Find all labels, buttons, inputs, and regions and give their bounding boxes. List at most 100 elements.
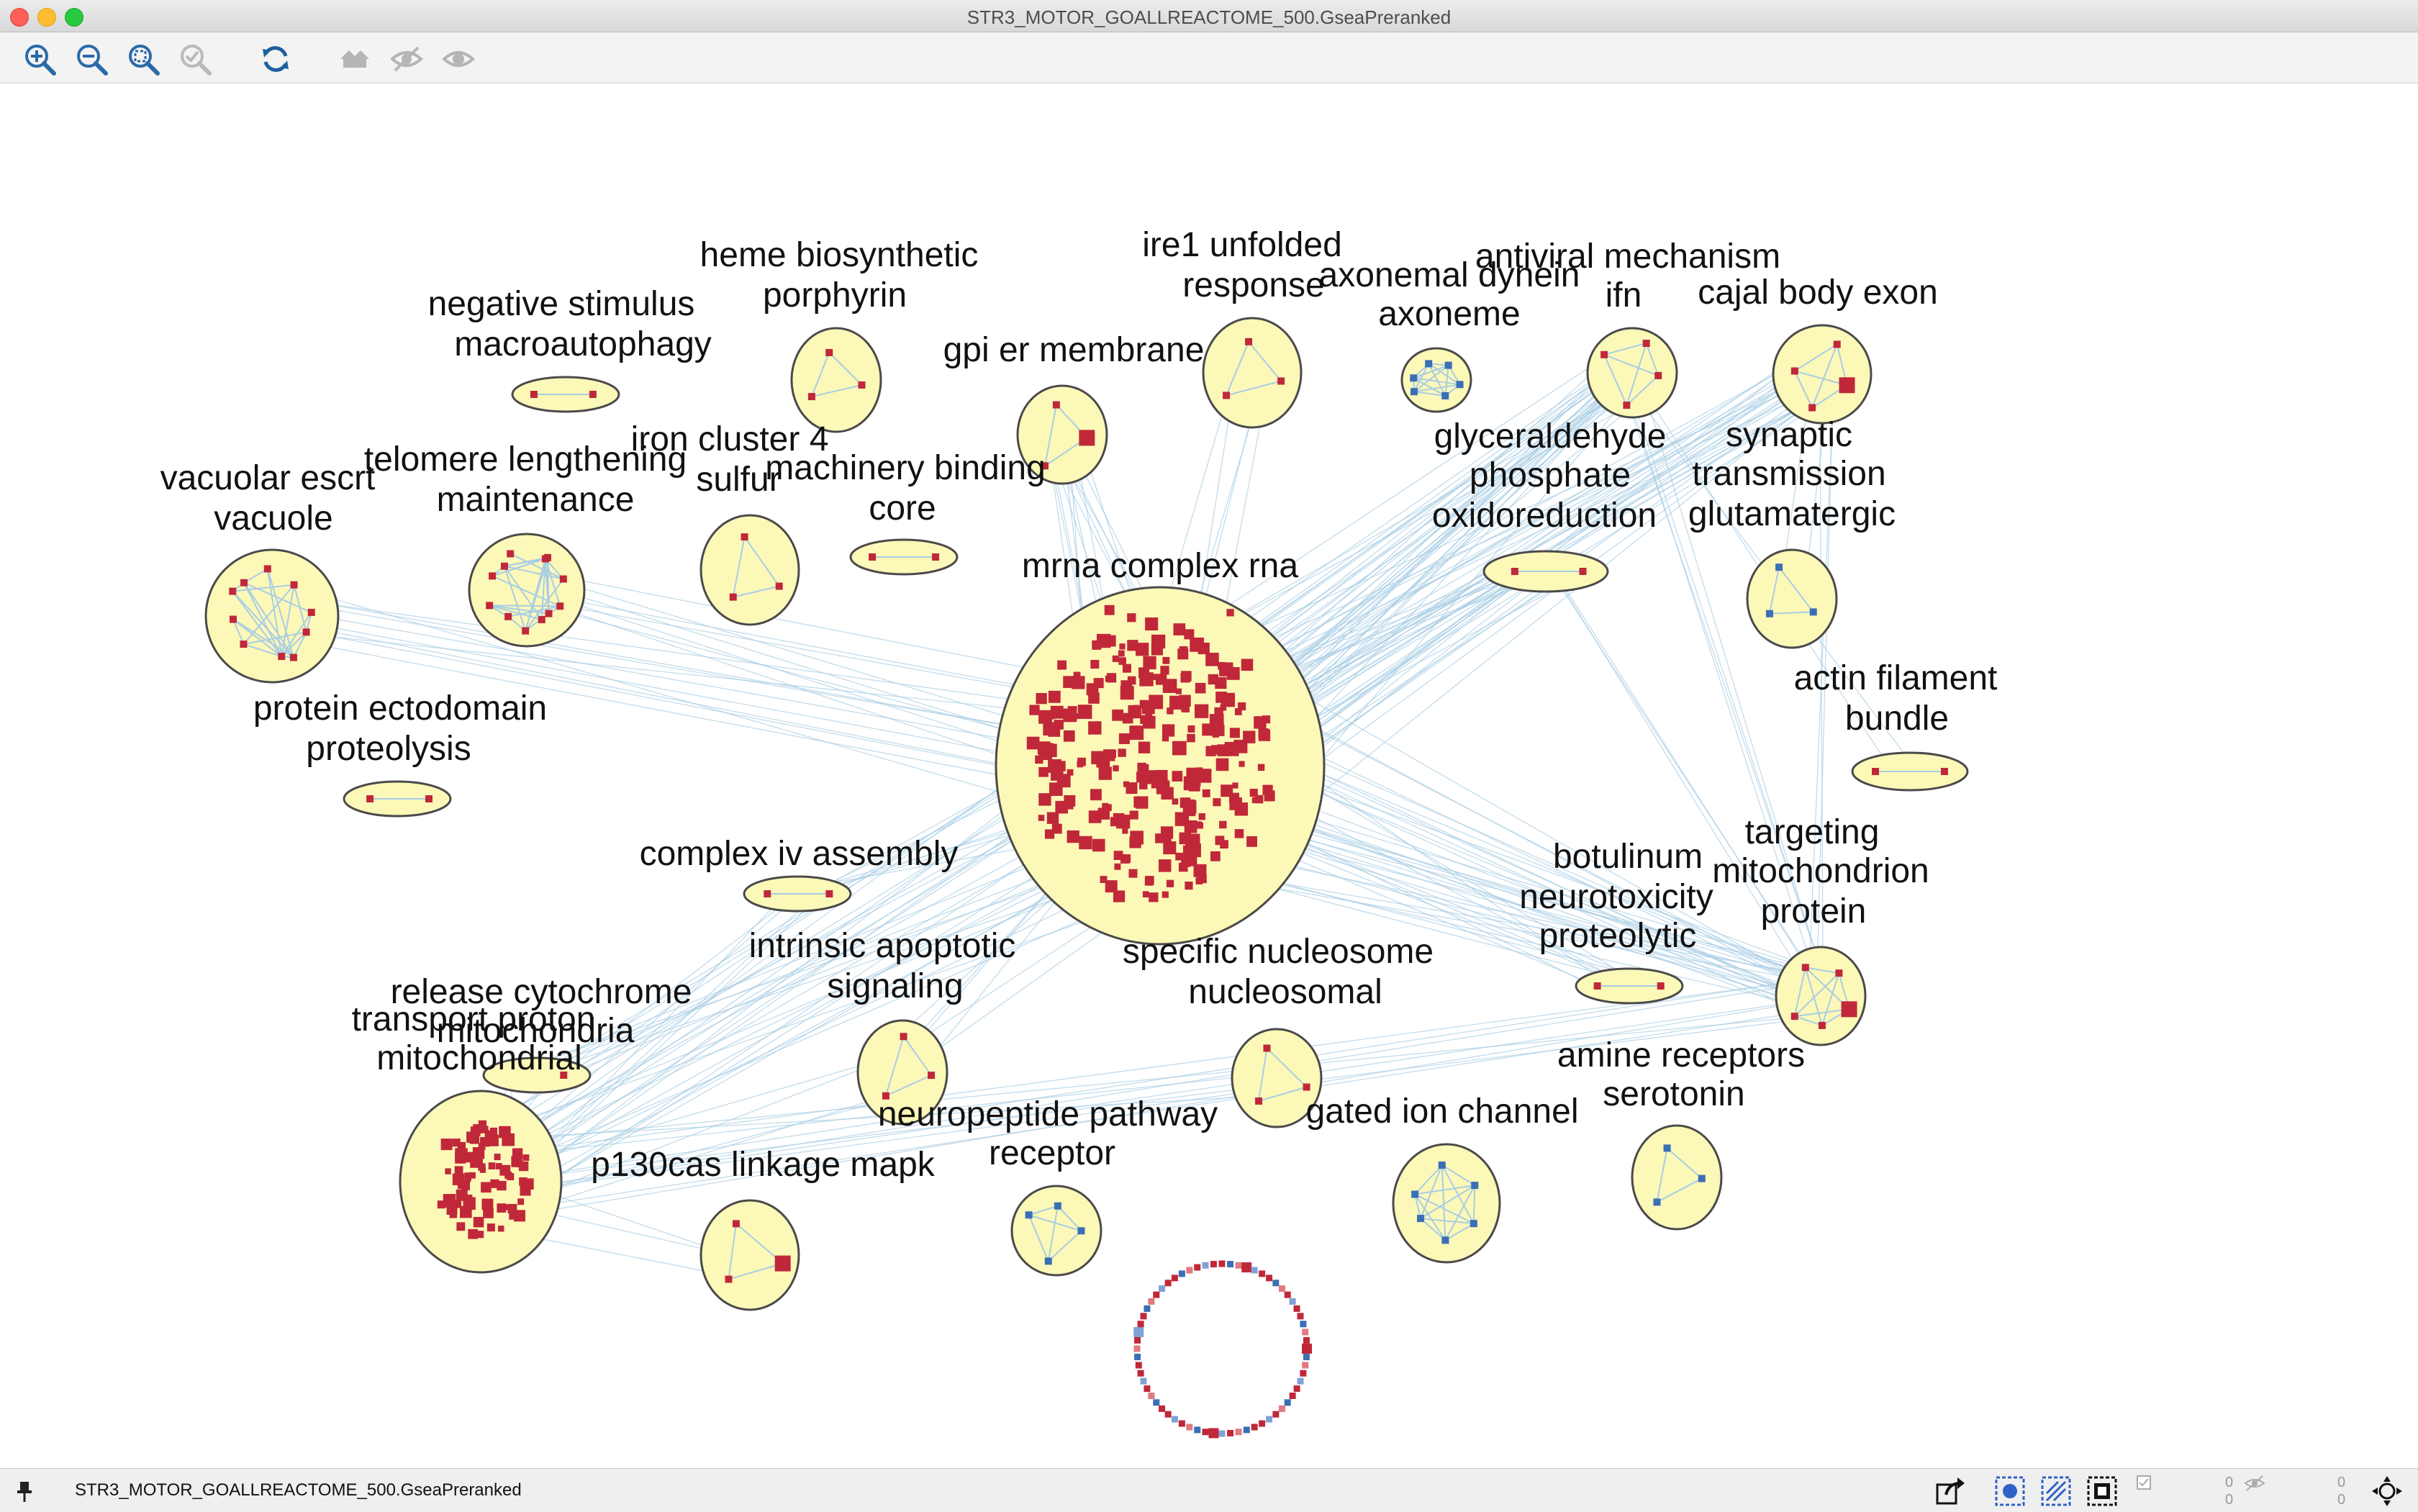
cluster-label[interactable]: core: [869, 489, 936, 528]
navigate-icon[interactable]: [2371, 1475, 2404, 1508]
cluster-label[interactable]: targeting: [1745, 813, 1880, 851]
pin-icon[interactable]: [12, 1475, 37, 1508]
unclustered-node[interactable]: [1218, 1430, 1226, 1437]
close-window-button[interactable]: [10, 8, 29, 27]
unclustered-node[interactable]: [1300, 1370, 1307, 1377]
cluster-label[interactable]: telomere lengthening: [364, 440, 687, 479]
cluster-label[interactable]: complex iv assembly: [640, 835, 959, 873]
cluster-label[interactable]: oxidoreduction: [1432, 497, 1657, 535]
unclustered-node[interactable]: [1293, 1385, 1300, 1393]
unclustered-node[interactable]: [1278, 1405, 1285, 1412]
cluster-label[interactable]: cajal body exon: [1698, 273, 1938, 312]
cluster-label[interactable]: mitochondrial: [376, 1039, 581, 1077]
unclustered-node[interactable]: [1210, 1261, 1217, 1268]
unclustered-node[interactable]: [1241, 1262, 1252, 1273]
unclustered-node[interactable]: [1133, 1326, 1144, 1337]
refresh-button[interactable]: [256, 40, 295, 78]
unclustered-node[interactable]: [1303, 1354, 1310, 1361]
zoom-selected-button[interactable]: [176, 40, 214, 78]
unclustered-node[interactable]: [1284, 1399, 1291, 1406]
unclustered-node[interactable]: [1144, 1305, 1151, 1312]
unclustered-node[interactable]: [1297, 1313, 1304, 1320]
zoom-out-button[interactable]: [72, 40, 111, 78]
unclustered-node[interactable]: [1135, 1362, 1142, 1369]
unclustered-node[interactable]: [1148, 1393, 1155, 1400]
unclustered-node[interactable]: [1134, 1354, 1141, 1361]
unclustered-node[interactable]: [1302, 1344, 1312, 1354]
cluster-gpi[interactable]: [1016, 384, 1108, 485]
cluster-label[interactable]: p130cas linkage mapk: [591, 1146, 936, 1184]
unclustered-node[interactable]: [1208, 1428, 1219, 1439]
cluster-label[interactable]: specific nucleosome: [1123, 933, 1434, 971]
unclustered-node[interactable]: [1293, 1305, 1300, 1312]
cluster-label[interactable]: mitochondria: [437, 1012, 635, 1050]
unclustered-node[interactable]: [1243, 1426, 1250, 1434]
unclustered-node[interactable]: [1278, 1285, 1285, 1293]
unclustered-node[interactable]: [1259, 1420, 1266, 1427]
show-button[interactable]: [439, 40, 478, 78]
cluster-label[interactable]: intrinsic apoptotic: [749, 927, 1016, 965]
home-button[interactable]: [335, 40, 374, 78]
cluster-label[interactable]: receptor: [989, 1134, 1115, 1172]
unclustered-node[interactable]: [1140, 1313, 1147, 1320]
cluster-label[interactable]: phosphate: [1470, 456, 1631, 494]
cluster-vacuolar[interactable]: [204, 548, 340, 684]
cluster-label[interactable]: axoneme: [1378, 295, 1520, 333]
unclustered-node[interactable]: [1227, 1429, 1234, 1436]
cluster-label[interactable]: macroautophagy: [454, 325, 712, 363]
cluster-release[interactable]: [482, 1056, 592, 1094]
cluster-synaptic[interactable]: [1746, 548, 1838, 649]
unclustered-node[interactable]: [1202, 1429, 1209, 1436]
cluster-p130cas[interactable]: [699, 1199, 800, 1311]
cluster-label[interactable]: response: [1182, 266, 1324, 304]
cluster-label[interactable]: ire1 unfolded: [1142, 226, 1342, 264]
select-edges-icon[interactable]: [2039, 1475, 2073, 1508]
unclustered-node[interactable]: [1137, 1321, 1144, 1328]
cluster-label[interactable]: protein ectodomain: [253, 689, 547, 728]
cluster-transport[interactable]: [399, 1090, 563, 1274]
cluster-intrinsic[interactable]: [856, 1019, 948, 1126]
unclustered-node[interactable]: [1266, 1275, 1273, 1282]
cluster-label[interactable]: ifn: [1606, 276, 1642, 314]
unclustered-node[interactable]: [1251, 1267, 1258, 1274]
unclustered-node[interactable]: [1289, 1393, 1296, 1400]
cluster-heme[interactable]: [790, 327, 882, 433]
unclustered-node[interactable]: [1272, 1280, 1280, 1287]
unclustered-node[interactable]: [1235, 1262, 1242, 1269]
cluster-label[interactable]: vacuolar escrt: [160, 459, 376, 497]
cluster-label[interactable]: proteolysis: [306, 730, 471, 768]
unclustered-node[interactable]: [1302, 1328, 1309, 1336]
cluster-label[interactable]: gated ion channel: [1306, 1092, 1579, 1131]
cluster-label[interactable]: bundle: [1845, 700, 1949, 738]
cluster-iron[interactable]: [699, 514, 800, 626]
select-nodes-icon[interactable]: [1993, 1475, 2027, 1508]
cluster-label[interactable]: signaling: [827, 967, 963, 1005]
unclustered-node[interactable]: [1186, 1423, 1193, 1431]
cluster-label[interactable]: botulinum: [1553, 838, 1703, 876]
cluster-label[interactable]: axonemal dynein: [1319, 256, 1580, 294]
unclustered-node[interactable]: [1297, 1377, 1304, 1385]
unclustered-node[interactable]: [1289, 1298, 1296, 1305]
cluster-antiviral[interactable]: [1586, 327, 1678, 419]
cluster-label[interactable]: heme biosynthetic: [700, 236, 979, 274]
cluster-label[interactable]: porphyrin: [763, 276, 907, 314]
unclustered-node[interactable]: [1148, 1298, 1155, 1305]
unclustered-node[interactable]: [1159, 1285, 1166, 1293]
unclustered-node[interactable]: [1259, 1270, 1266, 1277]
unclustered-node[interactable]: [1133, 1345, 1141, 1352]
cluster-label[interactable]: transmission: [1692, 455, 1885, 493]
unclustered-node[interactable]: [1144, 1385, 1151, 1393]
unclustered-node[interactable]: [1159, 1405, 1166, 1412]
unclustered-node[interactable]: [1251, 1423, 1258, 1431]
cluster-targeting[interactable]: [1775, 946, 1867, 1046]
cluster-label[interactable]: mitochondrion: [1712, 852, 1929, 890]
cluster-neuropeptide[interactable]: [1010, 1185, 1102, 1277]
unclustered-node[interactable]: [1194, 1426, 1201, 1434]
unclustered-node[interactable]: [1171, 1275, 1178, 1282]
unclustered-node[interactable]: [1272, 1411, 1280, 1418]
cluster-label[interactable]: amine receptors: [1557, 1036, 1805, 1074]
unclustered-node[interactable]: [1171, 1416, 1178, 1423]
cluster-label[interactable]: nucleosomal: [1188, 973, 1382, 1011]
unclustered-node[interactable]: [1164, 1411, 1172, 1418]
unclustered-node[interactable]: [1284, 1291, 1291, 1298]
